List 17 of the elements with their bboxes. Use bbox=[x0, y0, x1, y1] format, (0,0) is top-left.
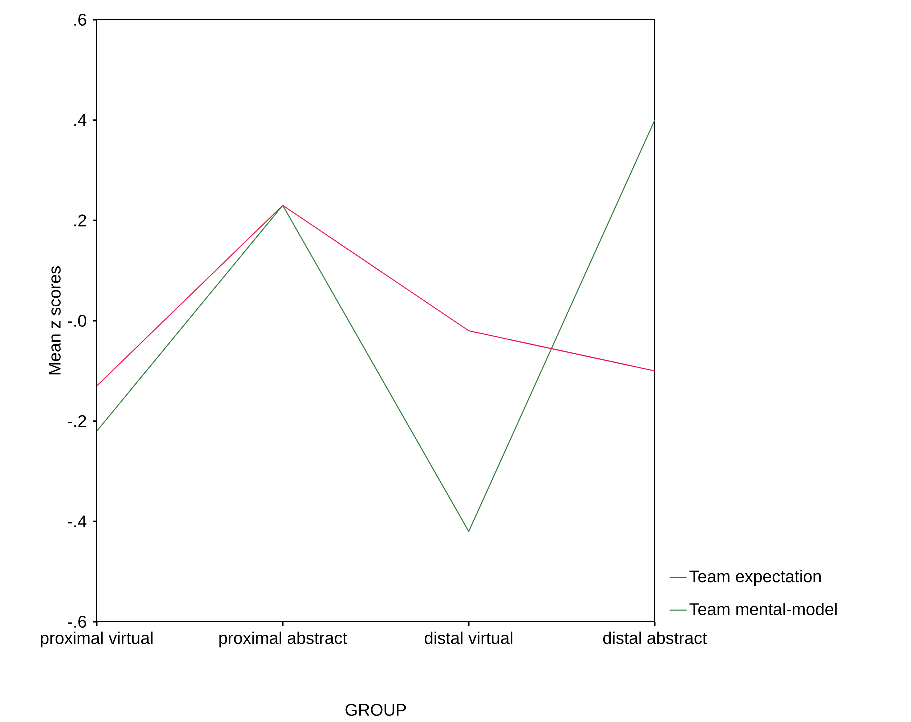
y-tick-label: -.4 bbox=[68, 516, 87, 528]
x-tick-label: proximal abstract bbox=[220, 632, 348, 648]
legend-label: Team expectation bbox=[690, 570, 821, 586]
line-series bbox=[97, 120, 656, 532]
x-axis-title: GROUP bbox=[346, 704, 406, 716]
line-series bbox=[97, 205, 656, 387]
x-tick-label: distal abstract bbox=[603, 632, 708, 644]
y-tick-label: -.6 bbox=[68, 616, 86, 628]
y-tick-label: -.0 bbox=[68, 314, 87, 327]
legend-label: Team mental-model bbox=[690, 603, 837, 616]
y-tick-label: -.2 bbox=[68, 415, 86, 428]
x-tick-label: distal virtual bbox=[425, 632, 513, 644]
y-tick-label: .6 bbox=[74, 14, 86, 26]
y-tick-label: .2 bbox=[74, 214, 86, 227]
x-tick-label: proximal virtual bbox=[41, 632, 153, 648]
y-axis-title: Mean z scores bbox=[49, 266, 61, 375]
y-tick-label: .4 bbox=[74, 114, 87, 126]
